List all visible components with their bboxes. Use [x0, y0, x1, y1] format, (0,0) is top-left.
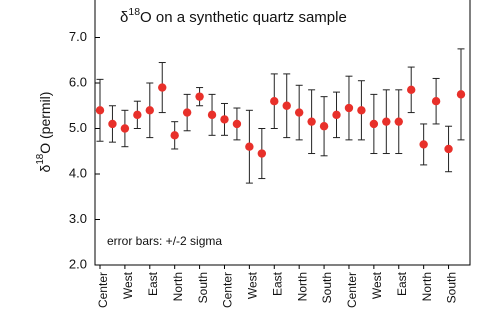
point: [357, 106, 366, 115]
x-tick-label: North: [171, 272, 185, 301]
x-tick-label: East: [395, 271, 409, 296]
x-tick-label: North: [420, 272, 434, 301]
x-tick-label: West: [370, 271, 384, 299]
x-tick-label: East: [270, 271, 284, 296]
y-tick-label: 6.0: [69, 74, 87, 89]
point: [294, 108, 304, 117]
point: [207, 110, 217, 120]
x-tick-label: South: [320, 272, 334, 303]
point: [444, 144, 453, 154]
y-tick-label: 4.0: [69, 165, 87, 180]
point: [108, 119, 117, 129]
point: [382, 117, 391, 126]
x-tick-label: Center: [345, 272, 359, 308]
point: [282, 101, 291, 110]
point: [319, 122, 329, 131]
point: [394, 117, 403, 126]
y-axis-label: δ18O (permil): [35, 92, 53, 173]
point: [220, 115, 229, 124]
point: [158, 83, 167, 92]
point: [120, 124, 130, 133]
annotation: error bars: +/-2 sigma: [107, 234, 222, 248]
point: [431, 97, 441, 106]
point: [95, 106, 105, 115]
chart-title: δ18O on a synthetic quartz sample: [120, 6, 347, 26]
x-tick-label: East: [146, 271, 160, 296]
point: [232, 119, 242, 129]
point: [270, 97, 279, 106]
point: [369, 119, 379, 129]
x-tick-label: West: [121, 271, 135, 299]
point: [344, 103, 354, 113]
x-tick-label: West: [246, 271, 260, 299]
point: [195, 92, 204, 101]
point: [332, 110, 341, 120]
x-tick-label: South: [445, 272, 459, 303]
point: [257, 149, 267, 158]
point: [182, 108, 192, 117]
plot-frame: [94, 0, 471, 266]
x-tick-label: South: [196, 272, 210, 303]
point: [170, 131, 179, 140]
x-tick-label: Center: [221, 272, 235, 308]
point: [133, 110, 142, 120]
x-tick-label: North: [295, 272, 309, 301]
y-tick-label: 7.0: [69, 29, 87, 44]
point: [407, 85, 416, 95]
y-tick-label: 2.0: [69, 256, 87, 271]
point: [245, 142, 254, 151]
point: [145, 106, 154, 115]
x-tick-label: Center: [96, 272, 110, 308]
y-tick-label: 5.0: [69, 120, 87, 135]
point: [419, 140, 428, 149]
y-tick-label: 3.0: [69, 211, 87, 226]
point: [456, 90, 466, 99]
point: [307, 117, 316, 126]
